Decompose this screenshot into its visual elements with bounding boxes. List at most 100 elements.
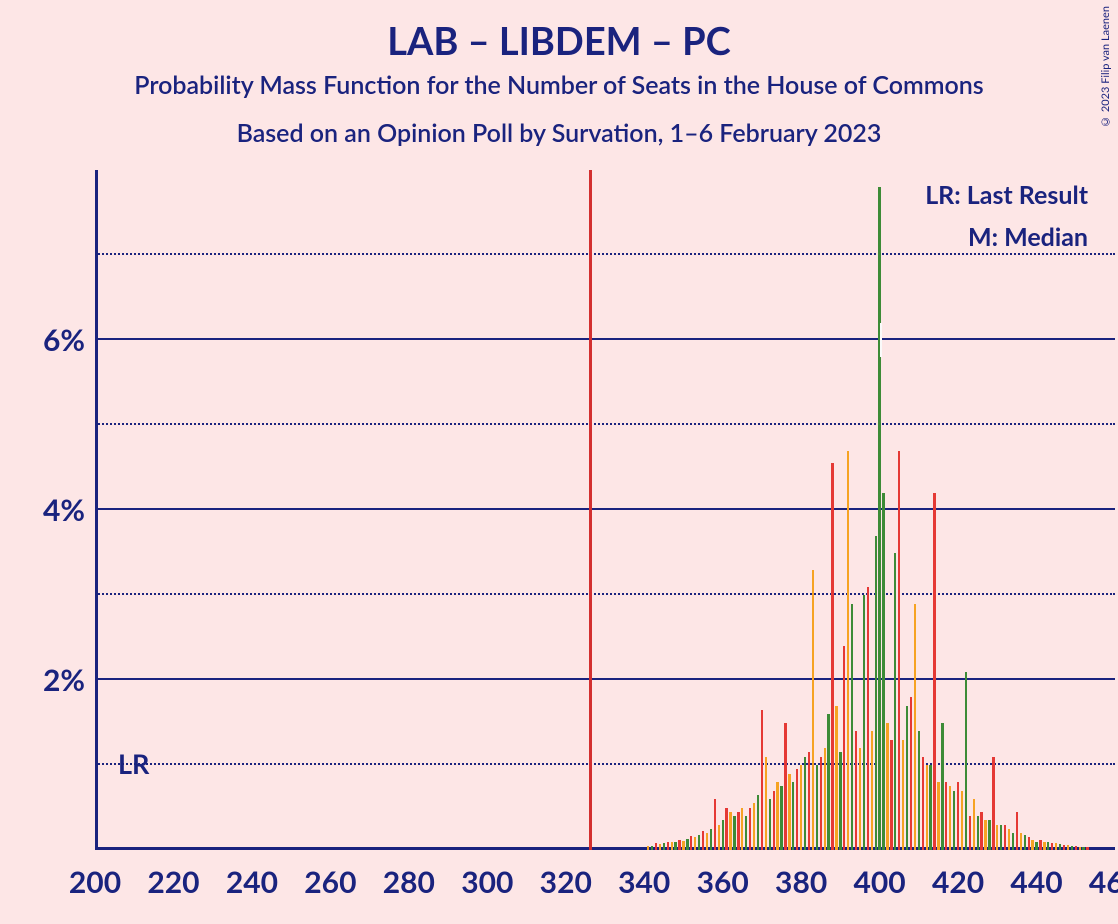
- pmf-bar: [898, 451, 900, 851]
- gridline-minor: [95, 593, 1115, 595]
- pmf-bar: [851, 604, 853, 851]
- pmf-bar: [1020, 833, 1022, 850]
- pmf-bar: [984, 820, 986, 850]
- pmf-bar: [910, 697, 912, 850]
- ytick-label: 6%: [43, 322, 85, 358]
- pmf-bar: [902, 740, 904, 851]
- pmf-bar: [1031, 840, 1033, 850]
- pmf-bar: [973, 799, 975, 850]
- pmf-bar: [788, 774, 790, 851]
- pmf-bar: [843, 646, 845, 850]
- pmf-bar: [882, 493, 884, 850]
- xtick-label: 420: [932, 864, 984, 900]
- pmf-bar: [918, 731, 920, 850]
- pmf-bar: [839, 752, 841, 850]
- pmf-bar: [761, 710, 763, 850]
- pmf-bar: [694, 837, 696, 850]
- pmf-bar: [1075, 846, 1077, 850]
- pmf-bar: [698, 835, 700, 850]
- pmf-bar: [871, 731, 873, 850]
- pmf-bar: [776, 782, 778, 850]
- pmf-bar: [878, 187, 880, 850]
- pmf-bar: [890, 740, 892, 851]
- pmf-bar: [824, 748, 826, 850]
- pmf-bar: [647, 846, 649, 850]
- pmf-bar: [769, 799, 771, 850]
- gridline-major: [95, 508, 1115, 510]
- pmf-bar: [937, 782, 939, 850]
- pmf-bar: [796, 769, 798, 850]
- pmf-bar: [831, 463, 833, 850]
- pmf-bar: [733, 816, 735, 850]
- pmf-bar: [957, 782, 959, 850]
- gridline-major: [95, 338, 1115, 340]
- pmf-bar: [875, 536, 877, 851]
- xtick-label: 200: [69, 864, 121, 900]
- pmf-bar: [812, 570, 814, 851]
- pmf-bar: [792, 782, 794, 850]
- pmf-bar: [651, 846, 653, 850]
- pmf-bar: [992, 757, 994, 851]
- pmf-bar: [1000, 825, 1002, 851]
- pmf-bar: [655, 843, 657, 850]
- pmf-bar: [1047, 842, 1049, 850]
- pmf-bar: [765, 757, 767, 851]
- xtick-label: 440: [1010, 864, 1062, 900]
- pmf-bar: [784, 723, 786, 851]
- pmf-bar: [663, 843, 665, 850]
- pmf-bar: [686, 839, 688, 850]
- pmf-bar: [926, 765, 928, 850]
- pmf-bar: [671, 842, 673, 850]
- pmf-bar: [1039, 840, 1041, 850]
- pmf-bar: [886, 723, 888, 851]
- pmf-bar: [977, 816, 979, 850]
- pmf-bar: [678, 840, 680, 850]
- chart-area: LR: [95, 170, 1115, 850]
- pmf-bar: [729, 812, 731, 850]
- xtick-label: 340: [618, 864, 670, 900]
- pmf-bar: [941, 723, 943, 851]
- pmf-bar: [965, 672, 967, 851]
- pmf-bar: [1008, 829, 1010, 850]
- pmf-bar: [867, 587, 869, 851]
- pmf-bar: [1028, 837, 1030, 850]
- gridline-minor: [95, 763, 1115, 765]
- pmf-bar: [1067, 845, 1069, 850]
- pmf-bar: [969, 816, 971, 850]
- xtick-label: 460: [1089, 864, 1118, 900]
- pmf-bar: [690, 836, 692, 850]
- pmf-bar: [1004, 825, 1006, 851]
- pmf-bar: [706, 833, 708, 850]
- pmf-bar: [737, 812, 739, 850]
- pmf-bar: [1079, 847, 1081, 850]
- pmf-bar: [859, 748, 861, 850]
- pmf-bar: [1024, 835, 1026, 850]
- pmf-bar: [863, 595, 865, 850]
- pmf-bar: [714, 799, 716, 850]
- pmf-bar: [1051, 843, 1053, 850]
- pmf-bar: [855, 731, 857, 850]
- pmf-bar: [674, 842, 676, 851]
- pmf-bar: [745, 816, 747, 850]
- pmf-bar: [996, 825, 998, 851]
- chart-title: LAB – LIBDEM – PC: [0, 18, 1118, 64]
- xtick-label: 220: [147, 864, 199, 900]
- pmf-bar: [906, 706, 908, 851]
- chart-subtitle-1: Probability Mass Function for the Number…: [0, 70, 1118, 100]
- pmf-bar: [961, 791, 963, 851]
- pmf-bar: [1016, 812, 1018, 850]
- pmf-bar: [945, 782, 947, 850]
- pmf-bar: [820, 757, 822, 851]
- pmf-bar: [1035, 842, 1037, 851]
- pmf-bar: [949, 786, 951, 850]
- pmf-bar: [894, 553, 896, 851]
- pmf-bar: [953, 791, 955, 851]
- pmf-bar: [929, 765, 931, 850]
- xtick-label: 300: [461, 864, 513, 900]
- xtick-label: 260: [304, 864, 356, 900]
- pmf-bar: [753, 803, 755, 850]
- pmf-bar: [682, 841, 684, 850]
- pmf-bar: [1059, 844, 1061, 850]
- xtick-label: 320: [540, 864, 592, 900]
- gridline-minor: [95, 253, 1115, 255]
